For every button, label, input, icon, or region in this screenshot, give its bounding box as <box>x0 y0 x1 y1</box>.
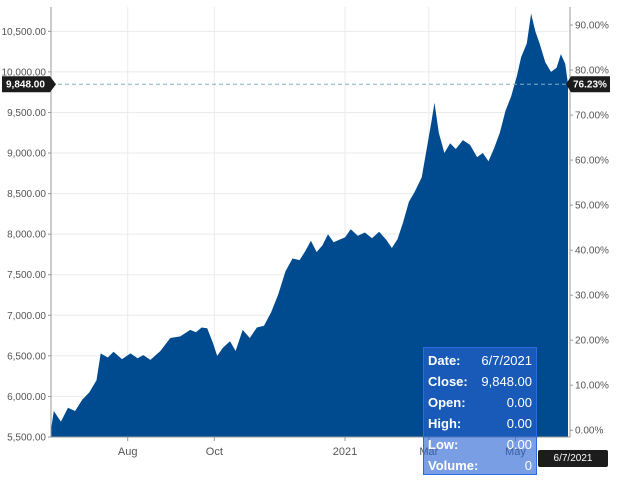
y2-tick-label: 20.00% <box>575 336 609 347</box>
tooltip-volume-value: 0 <box>524 458 532 473</box>
tooltip-date-row: Date: 6/7/2021 <box>428 350 532 371</box>
right-value-flag-text: 76.23% <box>573 80 607 91</box>
x-tick-label: Oct <box>206 446 223 458</box>
y2-tick-label: 0.00% <box>575 426 603 437</box>
tooltip-date-value: 6/7/2021 <box>481 353 532 368</box>
y-tick-label: 6,000.00 <box>7 392 46 403</box>
tooltip-low-value: 0.00 <box>506 437 532 452</box>
tooltip-low-label: Low: <box>428 437 459 452</box>
y-tick-label: 10,000.00 <box>2 67 47 78</box>
y-tick-label: 10,500.00 <box>2 27 47 38</box>
right-value-flag: 76.23% <box>566 76 610 93</box>
crosshair-date-label: 6/7/2021 <box>538 450 608 467</box>
y-tick-label: 7,000.00 <box>7 311 46 322</box>
tooltip-high-value: 0.00 <box>506 416 532 431</box>
tooltip-low-row: Low: 0.00 <box>428 434 532 455</box>
y2-tick-label: 90.00% <box>575 21 609 32</box>
y2-tick-label: 60.00% <box>575 156 609 167</box>
y2-tick-label: 80.00% <box>575 66 609 77</box>
y2-tick-label: 50.00% <box>575 201 609 212</box>
tooltip-high-row: High: 0.00 <box>428 413 532 434</box>
tooltip-close-row: Close: 9,848.00 <box>428 371 532 392</box>
y-tick-label: 7,500.00 <box>7 270 46 281</box>
tooltip-close-value: 9,848.00 <box>481 374 532 389</box>
x-tick-label: Aug <box>118 446 138 458</box>
price-area <box>51 13 568 437</box>
tooltip-open-row: Open: 0.00 <box>428 392 532 413</box>
y2-tick-label: 30.00% <box>575 291 609 302</box>
y2-tick-label: 70.00% <box>575 111 609 122</box>
y2-tick-label: 10.00% <box>575 381 609 392</box>
x-tick-label: 2021 <box>333 446 357 458</box>
tooltip-high-label: High: <box>428 416 462 431</box>
left-value-flag: 9,848.00 <box>2 76 56 93</box>
y2-tick-label: 40.00% <box>575 246 609 257</box>
y-tick-label: 5,500.00 <box>7 433 46 444</box>
y-tick-label: 9,000.00 <box>7 149 46 160</box>
left-axis: 5,500.00 6,000.00 6,500.00 7,000.00 7,500.00… <box>2 27 51 444</box>
y-tick-label: 6,500.00 <box>7 351 46 362</box>
price-tooltip: Date: 6/7/2021 Close: 9,848.00 Open: 0.0… <box>423 347 537 475</box>
right-axis: 0.00% 10.00% 20.00% 30.00% 40.00% 50.00% 60.00… <box>570 21 609 437</box>
y-tick-label: 8,500.00 <box>7 189 46 200</box>
tooltip-date-label: Date: <box>428 353 461 368</box>
tooltip-open-label: Open: <box>428 395 466 410</box>
left-value-flag-text: 9,848.00 <box>6 80 45 91</box>
tooltip-close-label: Close: <box>428 374 468 389</box>
tooltip-open-value: 0.00 <box>506 395 532 410</box>
tooltip-volume-row: Volume: 0 <box>428 455 532 476</box>
y-tick-label: 9,500.00 <box>7 108 46 119</box>
y-tick-label: 8,000.00 <box>7 230 46 241</box>
tooltip-volume-label: Volume: <box>428 458 479 473</box>
